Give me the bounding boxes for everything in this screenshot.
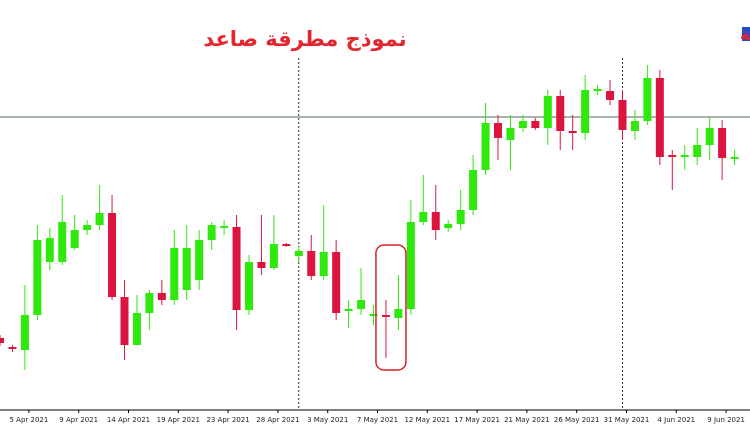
candle-body xyxy=(245,262,253,310)
candle-body xyxy=(307,251,316,276)
candle-body xyxy=(394,309,403,318)
candle-body xyxy=(170,248,179,300)
candle-body xyxy=(593,89,602,91)
candle-body xyxy=(58,222,67,262)
candle-body xyxy=(406,222,415,309)
candle-body xyxy=(45,238,54,262)
candle-body xyxy=(0,338,4,343)
candle-body xyxy=(456,210,465,224)
candle-body xyxy=(581,90,590,133)
candle-body xyxy=(120,297,129,345)
candle-body xyxy=(718,128,727,158)
x-tick-label: 7 May 2021 xyxy=(357,416,398,424)
x-tick-label: 31 May 2021 xyxy=(604,416,650,424)
candle-body xyxy=(693,145,702,157)
candle-body xyxy=(332,252,341,313)
candle-body xyxy=(232,227,241,310)
candle-body xyxy=(655,78,664,157)
candle-body xyxy=(83,225,92,230)
x-tick-label: 19 Apr 2021 xyxy=(157,416,200,424)
candle-body xyxy=(381,315,390,317)
candle-body xyxy=(319,252,328,276)
candle-body xyxy=(568,131,577,133)
x-tick-label: 12 May 2021 xyxy=(404,416,450,424)
x-tick-label: 9 Apr 2021 xyxy=(59,416,98,424)
x-tick-label: 14 Apr 2021 xyxy=(107,416,150,424)
x-tick-label: 23 Apr 2021 xyxy=(206,416,249,424)
candle-body xyxy=(556,96,565,131)
candle-body xyxy=(207,225,216,240)
x-tick-label: 5 Apr 2021 xyxy=(9,416,48,424)
brand: بسهولة xyxy=(740,25,750,45)
candle-body xyxy=(469,170,478,210)
brand-mark xyxy=(742,27,750,41)
candle-body xyxy=(282,244,291,246)
x-tick-label: 9 Jun 2021 xyxy=(707,416,745,424)
candle-body xyxy=(132,313,141,345)
candle-body xyxy=(680,155,689,157)
candle-body xyxy=(33,240,42,315)
candle-body xyxy=(730,157,739,159)
candle-body xyxy=(257,262,266,268)
candle-body xyxy=(344,309,353,311)
x-tick-label: 3 May 2021 xyxy=(307,416,348,424)
candle-body xyxy=(705,128,714,145)
candle-body xyxy=(431,212,440,230)
candle-body xyxy=(618,100,627,130)
candle-body xyxy=(606,91,615,100)
candle-body xyxy=(145,293,154,313)
candle-body xyxy=(506,128,515,140)
candle-body xyxy=(20,315,29,350)
chart-title: نموذج مطرقة صاعد xyxy=(203,27,406,52)
x-tick-label: 28 Apr 2021 xyxy=(256,416,299,424)
highlight xyxy=(375,244,407,371)
candle-body xyxy=(95,213,104,225)
x-tick-label: 21 May 2021 xyxy=(504,416,550,424)
candle-body xyxy=(70,230,79,248)
candle-body xyxy=(108,213,117,297)
candle-body xyxy=(357,300,366,309)
candle-body xyxy=(543,96,552,128)
candle-body xyxy=(481,123,490,170)
candle-body xyxy=(294,251,303,256)
x-tick-label: 4 Jun 2021 xyxy=(657,416,695,424)
candle-body xyxy=(220,226,229,228)
x-tick-label: 17 May 2021 xyxy=(454,416,500,424)
candle-body xyxy=(269,244,278,268)
candle-body xyxy=(531,121,540,128)
candle-body xyxy=(518,121,527,128)
candle-body xyxy=(182,248,191,290)
candle-body xyxy=(494,123,502,138)
candle-body xyxy=(157,293,166,300)
candle-body xyxy=(444,224,453,228)
candle-body xyxy=(419,212,428,222)
candle-body xyxy=(195,240,204,280)
candle-body xyxy=(630,121,639,131)
candle-body xyxy=(668,155,677,157)
candle-body xyxy=(643,78,652,121)
candle-body xyxy=(369,314,378,316)
candle-body xyxy=(8,347,17,349)
x-tick-label: 26 May 2021 xyxy=(554,416,600,424)
